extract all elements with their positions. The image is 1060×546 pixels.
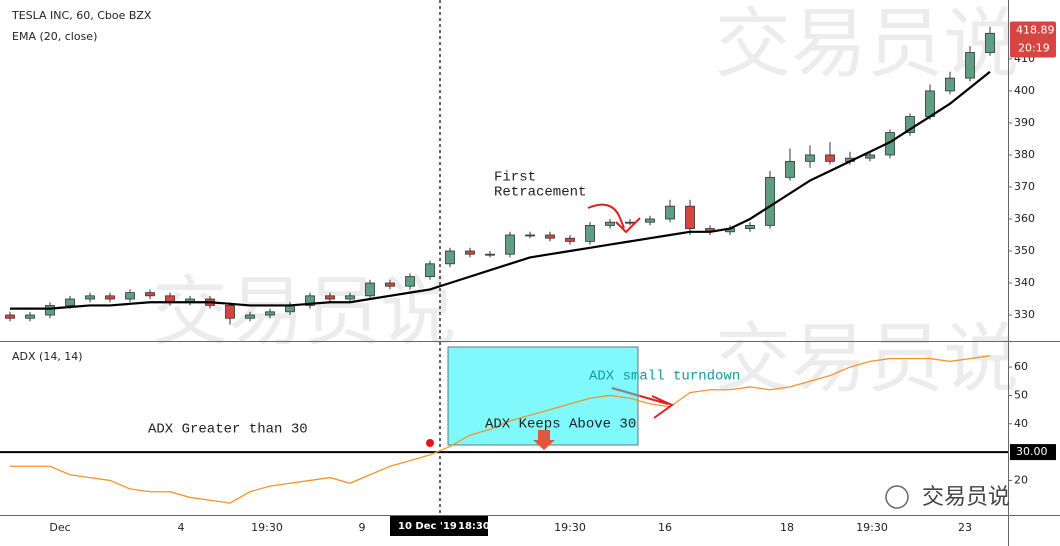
y-tick-label: 390 <box>1014 116 1035 129</box>
candle-body <box>745 224 755 229</box>
candle-body <box>25 314 35 319</box>
x-tick-label: 23 <box>958 521 972 534</box>
countdown: 20:19 <box>1018 41 1050 54</box>
candle-body <box>245 314 255 319</box>
y-tick-label: 50 <box>1014 388 1028 401</box>
x-tick-label: 4 <box>178 521 185 534</box>
crosshair-date: 10 Dec '19 <box>398 521 457 532</box>
candle-body <box>665 205 675 220</box>
chart-title: TESLA INC, 60, Cboe BZX <box>11 9 152 22</box>
candle-body <box>465 250 475 255</box>
candle-body <box>925 90 935 117</box>
candle-body <box>305 295 315 306</box>
level-label: 30.00 <box>1016 445 1048 458</box>
y-tick-label: 360 <box>1014 212 1035 225</box>
y-tick-label: 330 <box>1014 308 1035 321</box>
annotation: ADX Keeps Above 30 <box>485 417 636 433</box>
candle-body <box>105 295 115 300</box>
x-tick-label: 19:30 <box>856 521 888 534</box>
y-tick-label: 380 <box>1014 148 1035 161</box>
x-tick-label: 19:30 <box>554 521 586 534</box>
candle-body <box>125 292 135 300</box>
candle-body <box>525 234 535 237</box>
down-arrow <box>533 430 555 450</box>
annotation: First <box>494 170 536 186</box>
candle-body <box>485 253 495 256</box>
adx-title: ADX (14, 14) <box>12 350 83 363</box>
logo-icon <box>885 485 909 509</box>
annotation: Retracement <box>494 185 586 201</box>
candle-body <box>45 305 55 316</box>
arrow <box>587 203 641 234</box>
candle-body <box>785 160 795 178</box>
candle-body <box>5 314 15 319</box>
arrow-tail <box>611 387 641 397</box>
annotation: ADX Greater than 30 <box>148 422 308 438</box>
candle-body <box>905 116 915 133</box>
y-tick-label: 370 <box>1014 180 1035 193</box>
candle-body <box>865 154 875 159</box>
logo: 交易员说 <box>922 484 1010 509</box>
y-tick-label: 350 <box>1014 244 1035 257</box>
candle-body <box>365 282 375 297</box>
crosshair-time: 18:30 <box>458 521 490 532</box>
plot: 330340350360370380390400410418.8920:19De… <box>0 21 1056 534</box>
candle-body <box>405 276 415 287</box>
annotation: ADX small turndown <box>589 369 740 385</box>
indicator-label: EMA (20, close) <box>12 30 97 43</box>
candle-body <box>425 263 435 278</box>
candle-body <box>825 154 835 162</box>
candle-body <box>545 234 555 239</box>
x-tick-label: 19:30 <box>251 521 283 534</box>
level-box <box>1010 444 1056 461</box>
y-tick-label: 20 <box>1014 473 1028 486</box>
candle-body <box>985 32 995 53</box>
candle-body <box>805 154 815 162</box>
adx-line <box>10 355 991 504</box>
x-tick-label: Dec <box>49 521 70 534</box>
candle-body <box>65 298 75 306</box>
last-price-box <box>1010 21 1056 58</box>
candle-body <box>145 292 155 297</box>
candle-body <box>445 250 455 265</box>
marker-dot <box>426 439 434 447</box>
candle-body <box>605 221 615 226</box>
candle-body <box>945 77 955 92</box>
candle-body <box>625 221 635 224</box>
watermark: 交易员说 <box>715 317 1019 402</box>
crosshair-time-box <box>390 516 488 536</box>
candle-body <box>965 52 975 79</box>
y-tick-label: 40 <box>1014 417 1028 430</box>
x-tick-label: 16 <box>658 521 672 534</box>
candle-body <box>505 234 515 255</box>
candle-body <box>385 282 395 287</box>
candle-body <box>225 305 235 319</box>
y-tick-label: 340 <box>1014 276 1035 289</box>
candle-body <box>765 176 775 226</box>
last-price: 418.89 <box>1016 23 1055 36</box>
y-tick-label: 400 <box>1014 84 1035 97</box>
y-tick-label: 60 <box>1014 360 1028 373</box>
candle-body <box>345 295 355 300</box>
candle-body <box>585 224 595 242</box>
candle-body <box>645 218 655 223</box>
ema-line <box>10 70 991 310</box>
candle-body <box>85 295 95 300</box>
x-tick-label: 18 <box>780 521 794 534</box>
candle-body <box>685 205 695 229</box>
x-tick-label: 9 <box>359 521 366 534</box>
candle-body <box>265 311 275 316</box>
candle-body <box>325 295 335 300</box>
candle-body <box>565 237 575 242</box>
